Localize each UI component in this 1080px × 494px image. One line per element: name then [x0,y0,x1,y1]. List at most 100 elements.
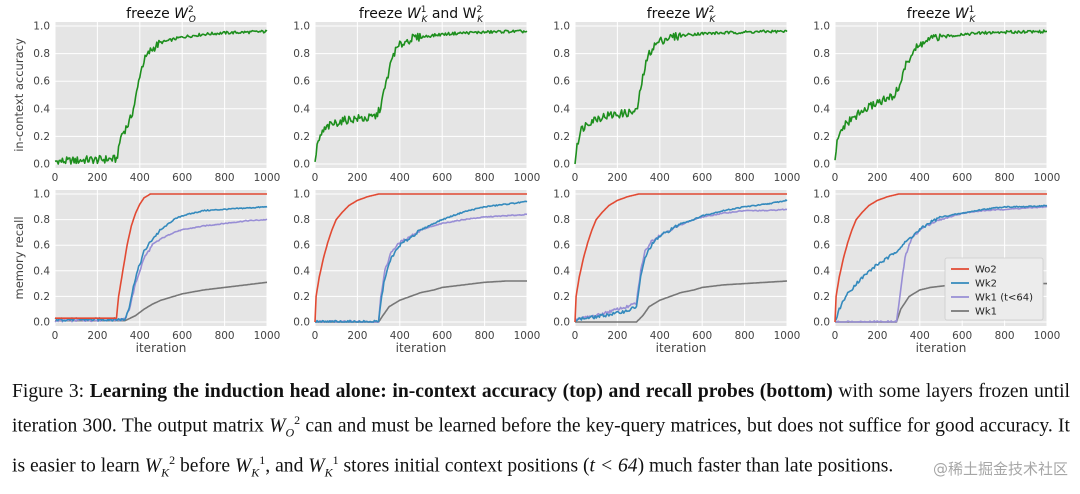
y-tick-label: 0.4 [813,103,830,115]
x-tick-label: 200 [87,172,107,184]
y-tick-label: 1.0 [33,189,50,201]
accuracy-line [574,29,788,165]
y-tick-label: 0.6 [553,240,570,252]
accuracy-line [834,29,1047,161]
legend-label: Wk2 [975,279,997,290]
caption-text-6: ) much faster than late positions. [637,455,894,477]
x-tick-label: 200 [867,172,887,184]
x-tick-label: 200 [347,172,367,184]
watermark: @稀土掘金技术社区 [932,460,1068,478]
x-tick-label: 800 [735,172,755,184]
y-tick-label: 0.4 [33,265,50,277]
wk2-line [54,205,268,322]
x-tick-label: 800 [215,330,235,342]
y-tick-label: 1.0 [33,21,50,33]
y-tick-label: 1.0 [553,21,570,33]
plot-background [55,22,267,168]
x-tick-label: 0 [832,330,839,342]
x-tick-label: 800 [215,172,235,184]
x-tick-label: 800 [735,330,755,342]
x-tick-label: 400 [130,330,150,342]
y-tick-label: 0.6 [293,240,310,252]
figure-3: freeze W2 O freeze W1 K and W2 K freeze W2 K fr… [12,5,1060,355]
y-tick-label: 0.8 [33,48,50,60]
x-tick-label: 400 [130,172,150,184]
legend-label: Wk1 (t<64) [975,293,1033,304]
x-tick-label: 400 [910,330,930,342]
x-tick-label: 200 [347,330,367,342]
plot-background [315,22,527,168]
x-tick-label: 1000 [774,330,801,342]
x-tick-label: 0 [52,172,59,184]
y-tick-label: 0.2 [293,291,310,303]
y-tick-label: 0.8 [33,214,50,226]
y-tick-label: 0.2 [553,291,570,303]
x-tick-label: 400 [390,330,410,342]
y-tick-label: 0.8 [293,214,310,226]
x-tick-label: 200 [867,330,887,342]
x-tick-label: 800 [475,330,495,342]
y-tick-label: 0.4 [293,265,310,277]
y-tick-label: 0.0 [293,159,310,171]
accuracy-line [54,29,268,165]
x-tick-label: 1000 [254,172,281,184]
x-tick-label: 1000 [774,172,801,184]
x-tick-label: 200 [607,330,627,342]
caption-text-1: with some layers frozen until iteration … [12,381,1070,437]
y-tick-label: 1.0 [813,21,830,33]
plot-background [55,190,267,326]
x-axis-label: iteration [136,341,187,355]
x-axis-label: iteration [656,341,707,355]
y-tick-label: 0.0 [813,317,830,329]
y-tick-label: 0.0 [553,317,570,329]
y-tick-label: 0.8 [553,48,570,60]
y-tick-label: 0.0 [553,159,570,171]
x-tick-label: 600 [952,330,972,342]
legend-label: Wk1 [975,307,997,318]
bottom-y-axis-label: memory recall [12,216,26,299]
caption-text-4: , and [265,455,309,477]
x-tick-label: 800 [995,172,1015,184]
wo2-line [55,193,267,319]
x-tick-label: 600 [432,172,452,184]
x-tick-label: 200 [87,330,107,342]
y-tick-label: 0.6 [293,76,310,88]
x-tick-label: 0 [312,172,319,184]
y-tick-label: 0.4 [813,265,830,277]
caption-math-t: t < 64 [589,455,638,477]
legend-label: Wo2 [975,265,997,276]
y-tick-label: 0.8 [293,48,310,60]
y-tick-label: 0.4 [553,103,570,115]
wo2-line [314,193,527,323]
y-tick-label: 0.2 [33,131,50,143]
y-tick-label: 0.2 [813,131,830,143]
panel-title: freeze W2 K [647,5,717,25]
caption-text-5: stores initial context positions ( [338,455,590,477]
y-tick-label: 0.2 [813,291,830,303]
y-tick-label: 0.0 [33,317,50,329]
x-tick-label: 0 [572,172,579,184]
wk2-line [834,204,1048,322]
y-tick-label: 0.6 [33,240,50,252]
y-tick-label: 0.8 [813,214,830,226]
plot-background [835,22,1047,168]
panel-title: freeze W1 K [907,5,977,25]
wk1-early-line [54,218,268,323]
plot-background [315,190,527,326]
x-tick-label: 1000 [514,330,541,342]
x-tick-label: 800 [995,330,1015,342]
y-tick-label: 1.0 [813,189,830,201]
x-tick-label: 0 [572,330,579,342]
x-tick-label: 1000 [514,172,541,184]
legend-box [944,257,1044,321]
x-tick-label: 600 [172,172,192,184]
y-tick-label: 0.8 [813,48,830,60]
x-tick-label: 600 [692,172,712,184]
y-tick-label: 0.0 [813,159,830,171]
panel-title: freeze W2 O [126,5,196,25]
x-tick-label: 400 [650,330,670,342]
y-tick-label: 0.4 [293,103,310,115]
y-tick-label: 0.6 [813,240,830,252]
wk1-early-line [574,208,788,321]
y-tick-label: 0.4 [33,103,50,115]
